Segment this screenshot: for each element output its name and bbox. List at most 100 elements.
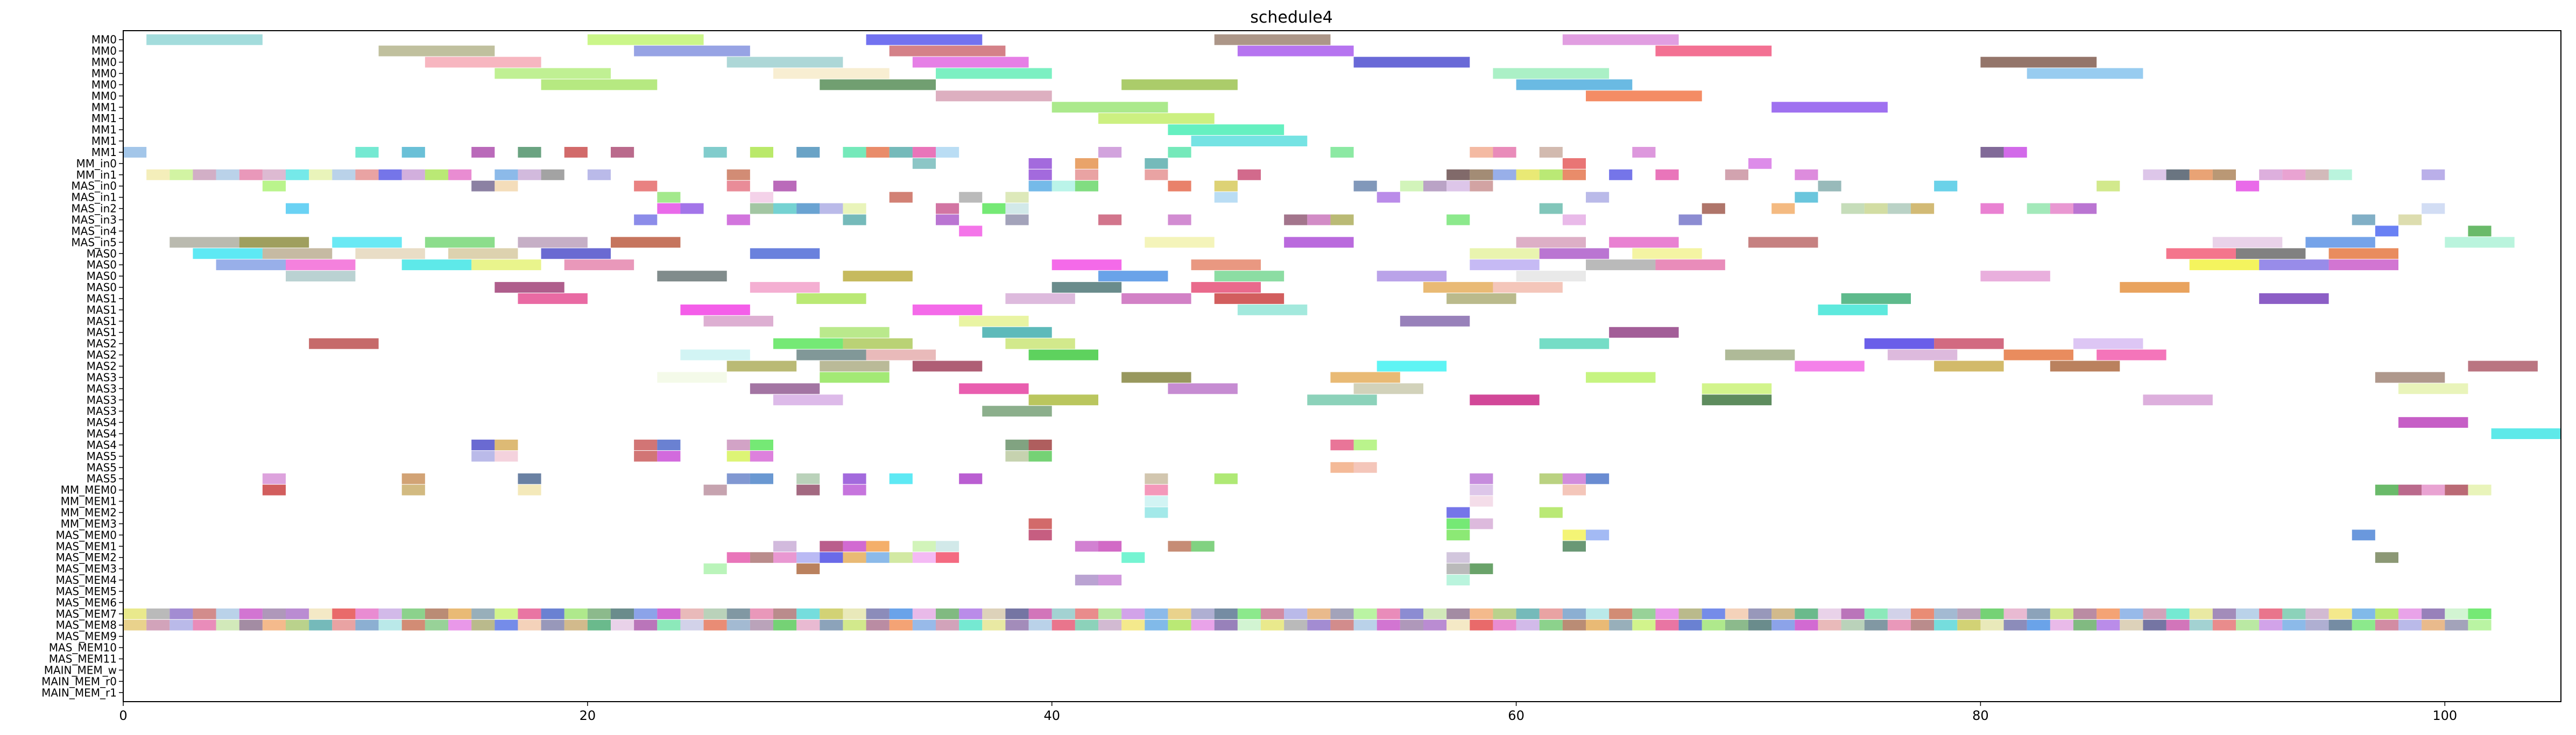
task-bar [1353, 462, 1377, 473]
task-bar [193, 608, 216, 619]
task-bar [1980, 608, 2004, 619]
task-bar [1214, 192, 1238, 203]
task-bar [936, 68, 1052, 79]
task-bar [309, 338, 379, 349]
task-bar [703, 484, 727, 496]
task-bar [889, 608, 913, 619]
task-bar [1562, 541, 1586, 552]
task-bar [1934, 608, 1958, 619]
task-bar [726, 361, 797, 372]
y-tick-label: MAS_in2 [71, 202, 117, 215]
task-bar [1121, 293, 1191, 304]
y-tick-label: MAS_MEM2 [55, 551, 117, 564]
task-bar [2422, 169, 2445, 180]
task-bar [1191, 608, 1215, 619]
task-bar [2027, 608, 2050, 619]
task-bar [1818, 608, 1841, 619]
task-bar [1539, 169, 1563, 180]
task-bar [286, 619, 309, 631]
task-bar [2166, 248, 2236, 259]
task-bar [355, 169, 379, 180]
task-bar [2097, 608, 2120, 619]
task-bar [1725, 349, 1795, 361]
task-bar [680, 349, 750, 361]
task-bar [1145, 473, 1168, 484]
task-bar [889, 147, 913, 158]
task-bar [1655, 259, 1725, 271]
task-bar [2352, 608, 2375, 619]
task-bar [448, 169, 472, 180]
task-bar [355, 619, 379, 631]
y-tick-label: MAS_in4 [71, 224, 117, 237]
task-bar [1655, 608, 1679, 619]
task-bar [726, 608, 750, 619]
task-bar [355, 608, 379, 619]
task-bar [355, 248, 425, 259]
task-bar [2398, 214, 2422, 225]
task-bar [2236, 608, 2260, 619]
task-bar [982, 327, 1052, 338]
task-bar [703, 608, 727, 619]
task-bar [2259, 259, 2329, 271]
y-tick-label: MM_in1 [76, 168, 117, 181]
task-bar [820, 79, 936, 90]
task-bar [982, 619, 1006, 631]
task-bar [518, 147, 541, 158]
task-bar [1678, 608, 1702, 619]
task-bar [1423, 180, 1447, 192]
task-bar [820, 608, 843, 619]
task-bar [355, 147, 379, 158]
y-tick-label: MAS0 [87, 281, 117, 294]
task-bar [820, 552, 843, 563]
task-bar [1772, 203, 1795, 214]
task-bar [1307, 608, 1331, 619]
task-bar [286, 259, 356, 271]
task-bar [1818, 619, 1841, 631]
task-bar [1841, 293, 1911, 304]
task-bar [1005, 608, 1029, 619]
task-bar [1098, 619, 1122, 631]
task-bar [378, 169, 402, 180]
task-bar [2259, 619, 2283, 631]
task-bar [796, 563, 820, 575]
task-bar [2189, 259, 2260, 271]
task-bar [1446, 214, 1470, 225]
task-bar [2375, 484, 2398, 496]
task-bar [401, 619, 425, 631]
task-bar [750, 440, 773, 450]
task-bar [1005, 293, 1075, 304]
task-bar [262, 248, 333, 259]
task-bar [959, 225, 983, 237]
task-bar [1446, 563, 1470, 575]
task-bar [1493, 608, 1516, 619]
task-bar [1911, 619, 1935, 631]
task-bar [262, 619, 286, 631]
task-bar [1400, 619, 1423, 631]
task-bar [1887, 619, 1911, 631]
task-bar [1353, 608, 1377, 619]
task-bar [332, 237, 402, 248]
task-bar [1400, 315, 1470, 327]
task-bar [2050, 361, 2120, 372]
task-bar [1098, 608, 1122, 619]
task-bar [2352, 619, 2375, 631]
task-bar [680, 608, 704, 619]
task-bar [1562, 473, 1586, 484]
task-bar [495, 608, 518, 619]
task-bar [680, 203, 704, 214]
task-bar [1214, 619, 1238, 631]
task-bar [262, 484, 286, 496]
task-bar [401, 484, 425, 496]
task-bar [2143, 608, 2166, 619]
task-bar [796, 473, 820, 484]
task-bar [1121, 619, 1145, 631]
task-bar [936, 608, 959, 619]
task-bar [1516, 608, 1540, 619]
task-bar [750, 619, 773, 631]
task-bar [1028, 394, 1098, 406]
task-bar [1353, 180, 1377, 192]
task-bar [1934, 361, 2004, 372]
y-tick-label: MAS_MEM5 [55, 585, 117, 598]
task-bar [726, 169, 750, 180]
task-bar [1980, 271, 2050, 282]
